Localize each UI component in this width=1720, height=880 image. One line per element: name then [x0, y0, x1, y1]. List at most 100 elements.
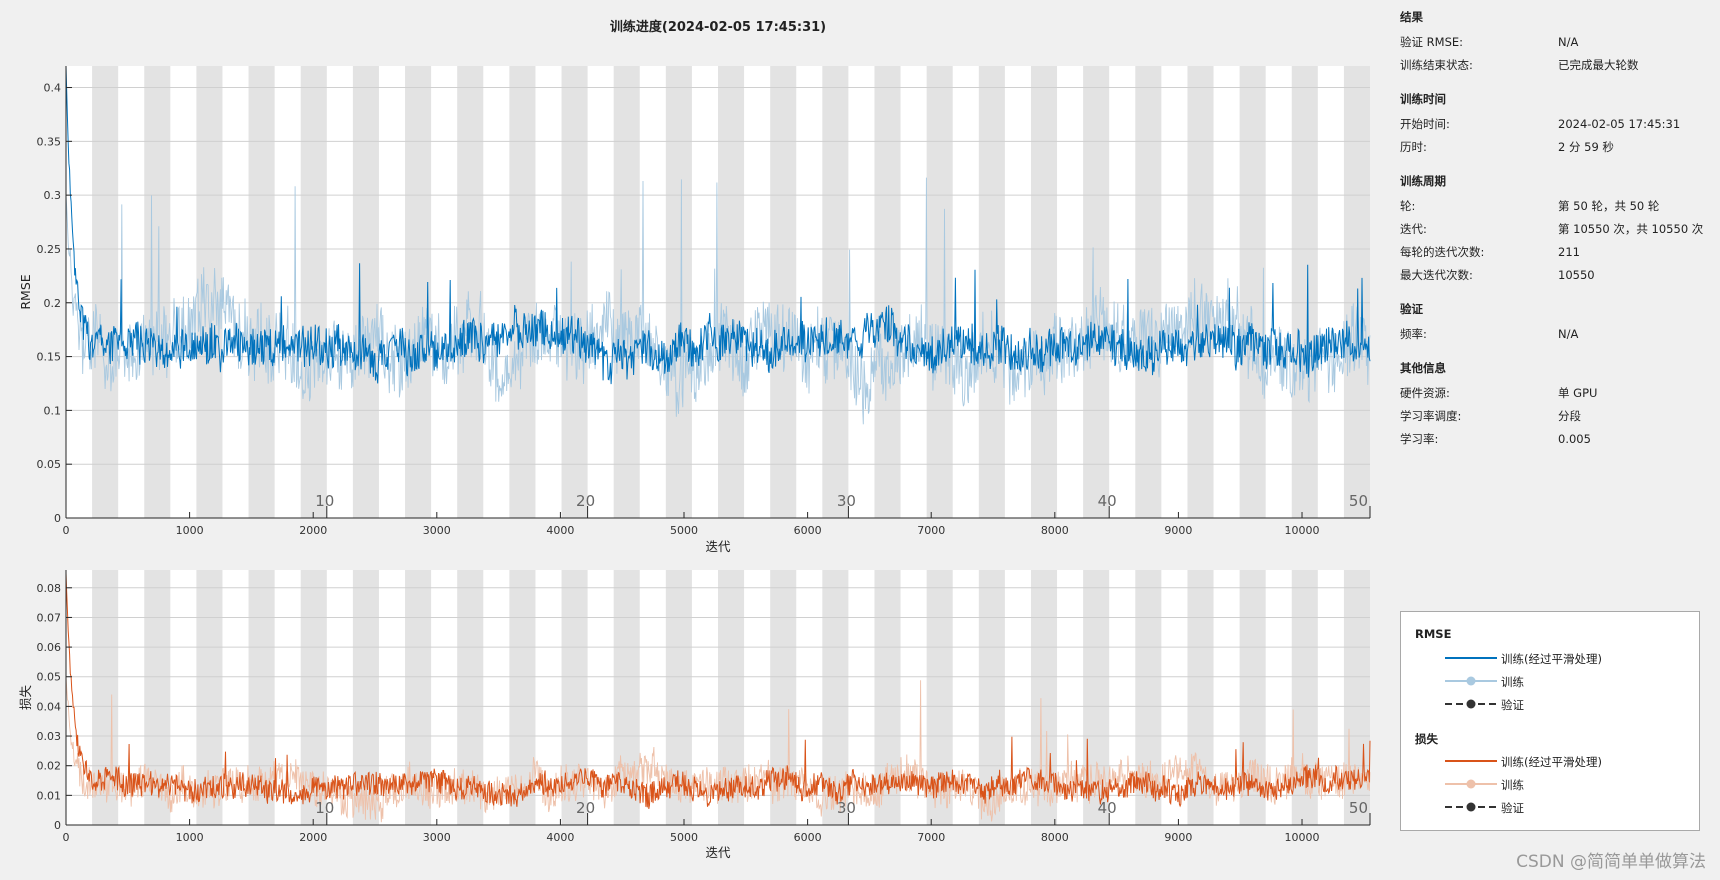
x-tick-label: 9000	[1164, 524, 1192, 537]
info-key: 迭代:	[1400, 222, 1427, 236]
info-value: N/A	[1558, 35, 1579, 49]
info-value: 第 10550 次，共 10550 次	[1558, 222, 1704, 236]
y-axis-label: RMSE	[18, 274, 33, 309]
info-row: 每轮的迭代次数: 211	[1400, 241, 1720, 264]
watermark: CSDN @简简单单做算法	[1516, 852, 1706, 872]
epoch-label: 20	[576, 492, 595, 510]
info-key: 学习率:	[1400, 432, 1439, 446]
time-heading: 训练时间	[1400, 92, 1446, 106]
info-key: 历时:	[1400, 140, 1427, 154]
loss-plot: 0 0.01 0.02 0.03 0.04 0.05 0.06 0.07 0.08 0 1000 20…	[18, 570, 1371, 860]
legend-label: 训练(经过平滑处理)	[1501, 652, 1602, 666]
epoch-band	[196, 66, 223, 518]
epoch-band	[92, 66, 119, 518]
y-tick-label: 0.3	[44, 189, 62, 202]
epoch-band	[926, 66, 953, 518]
y-tick-label: 0.06	[37, 641, 62, 654]
results-section: 结果 验证 RMSE: N/A 训练结束状态: 已完成最大轮数	[1400, 8, 1720, 77]
chart-title: 训练进度(2024-02-05 17:45:31)	[609, 20, 827, 35]
epoch-band	[352, 570, 379, 825]
series-line-train-smoothed	[65, 572, 1371, 809]
x-tick-label: 3000	[423, 524, 451, 537]
validation-section: 验证 频率: N/A	[1400, 300, 1720, 346]
line-marker-swatch-icon	[1445, 676, 1497, 686]
epoch-band	[613, 66, 640, 518]
x-tick-label: 1000	[176, 524, 204, 537]
epoch-band	[144, 66, 171, 518]
x-tick-label: 1000	[176, 831, 204, 844]
legend-item-loss-train: 训练	[1445, 776, 1695, 794]
epoch-label: 20	[576, 799, 595, 817]
epoch-label: 10	[315, 799, 334, 817]
x-tick-label: 3000	[423, 831, 451, 844]
info-key: 学习率调度:	[1400, 409, 1462, 423]
y-tick-label: 0.2	[44, 297, 62, 310]
epoch-label: 40	[1098, 492, 1117, 510]
time-section: 训练时间 开始时间: 2024-02-05 17:45:31 历时: 2 分 59 …	[1400, 90, 1720, 159]
info-value: 单 GPU	[1558, 386, 1598, 400]
epoch-band	[300, 66, 327, 518]
info-key: 每轮的迭代次数:	[1400, 245, 1485, 259]
epoch-band	[1030, 66, 1058, 518]
y-tick-label: 0.03	[37, 730, 62, 743]
validation-heading: 验证	[1400, 302, 1423, 316]
y-tick-label: 0	[54, 819, 61, 832]
dashed-marker-swatch-icon	[1445, 699, 1497, 709]
series-line-train-smoothed	[65, 65, 1371, 385]
info-row: 最大迭代次数: 10550	[1400, 264, 1720, 287]
other-section: 其他信息 硬件资源: 单 GPU 学习率调度: 分段 学习率: 0.005	[1400, 359, 1720, 451]
x-tick-label: 8000	[1041, 831, 1069, 844]
legend-item-loss-smoothed: 训练(经过平滑处理)	[1445, 753, 1695, 771]
y-tick-label: 0.07	[37, 611, 62, 624]
epoch-label: 30	[837, 492, 856, 510]
info-key: 训练结束状态:	[1400, 58, 1473, 72]
info-row: 学习率: 0.005	[1400, 428, 1720, 451]
dashed-marker-swatch-icon	[1445, 802, 1497, 812]
legend-label: 训练	[1501, 778, 1524, 792]
x-tick-label: 6000	[794, 831, 822, 844]
info-row: 频率: N/A	[1400, 323, 1720, 346]
info-row: 开始时间: 2024-02-05 17:45:31	[1400, 113, 1720, 136]
x-tick-label: 4000	[546, 831, 574, 844]
legend-rmse-heading: RMSE	[1415, 627, 1452, 641]
epoch-band	[457, 66, 484, 518]
epoch-band	[822, 66, 849, 518]
training-plots: 00.050.10.150.20.250.30.350.40 1000 2000 30…	[18, 65, 1371, 860]
x-tick-label: 8000	[1041, 524, 1069, 537]
x-tick-label: 0	[63, 524, 70, 537]
rmse-plot: 0 0.05 0.1 0.15 0.2 0.25 0.3 0.35 0.4 0 1000 2000 30…	[18, 65, 1371, 554]
epoch-band	[874, 66, 901, 518]
x-tick-label: 7000	[917, 831, 945, 844]
info-panel: 结果 验证 RMSE: N/A 训练结束状态: 已完成最大轮数 训练时间 开始时间:…	[1400, 8, 1720, 464]
y-tick-label: 0.35	[37, 135, 62, 148]
y-tick-label: 0.04	[37, 700, 62, 713]
epoch-band	[665, 66, 692, 518]
legend-label: 验证	[1501, 801, 1524, 815]
legend-box: RMSE 训练(经过平滑处理) 训练 验证 损失 训练(经过平滑处理) 训练 验…	[1400, 611, 1700, 831]
info-key: 频率:	[1400, 327, 1427, 341]
line-swatch-icon	[1445, 657, 1497, 659]
results-heading: 结果	[1400, 10, 1423, 24]
info-value: 第 50 轮，共 50 轮	[1558, 199, 1660, 213]
line-marker-swatch-icon	[1445, 779, 1497, 789]
epoch-band	[1291, 66, 1318, 518]
x-tick-label: 9000	[1164, 831, 1192, 844]
legend-item-rmse-train: 训练	[1445, 673, 1695, 691]
info-row: 硬件资源: 单 GPU	[1400, 382, 1720, 405]
x-tick-label: 7000	[917, 524, 945, 537]
info-value: 分段	[1558, 409, 1581, 423]
epoch-band	[978, 66, 1005, 518]
info-value: 2024-02-05 17:45:31	[1558, 117, 1681, 131]
x-tick-label: 6000	[794, 524, 822, 537]
epoch-band	[352, 66, 379, 518]
x-tick-label: 2000	[299, 524, 327, 537]
info-key: 验证 RMSE:	[1400, 35, 1464, 49]
y-tick-label: 0.1	[44, 404, 62, 417]
epoch-band	[248, 66, 275, 518]
other-heading: 其他信息	[1400, 361, 1446, 375]
legend-item-loss-validation: 验证	[1445, 799, 1695, 817]
epoch-label: 50	[1349, 799, 1368, 817]
epoch-band	[1343, 66, 1370, 518]
info-value: 2 分 59 秒	[1558, 140, 1614, 154]
cycle-section: 训练周期 轮: 第 50 轮，共 50 轮 迭代: 第 10550 次，共 1055…	[1400, 172, 1720, 287]
